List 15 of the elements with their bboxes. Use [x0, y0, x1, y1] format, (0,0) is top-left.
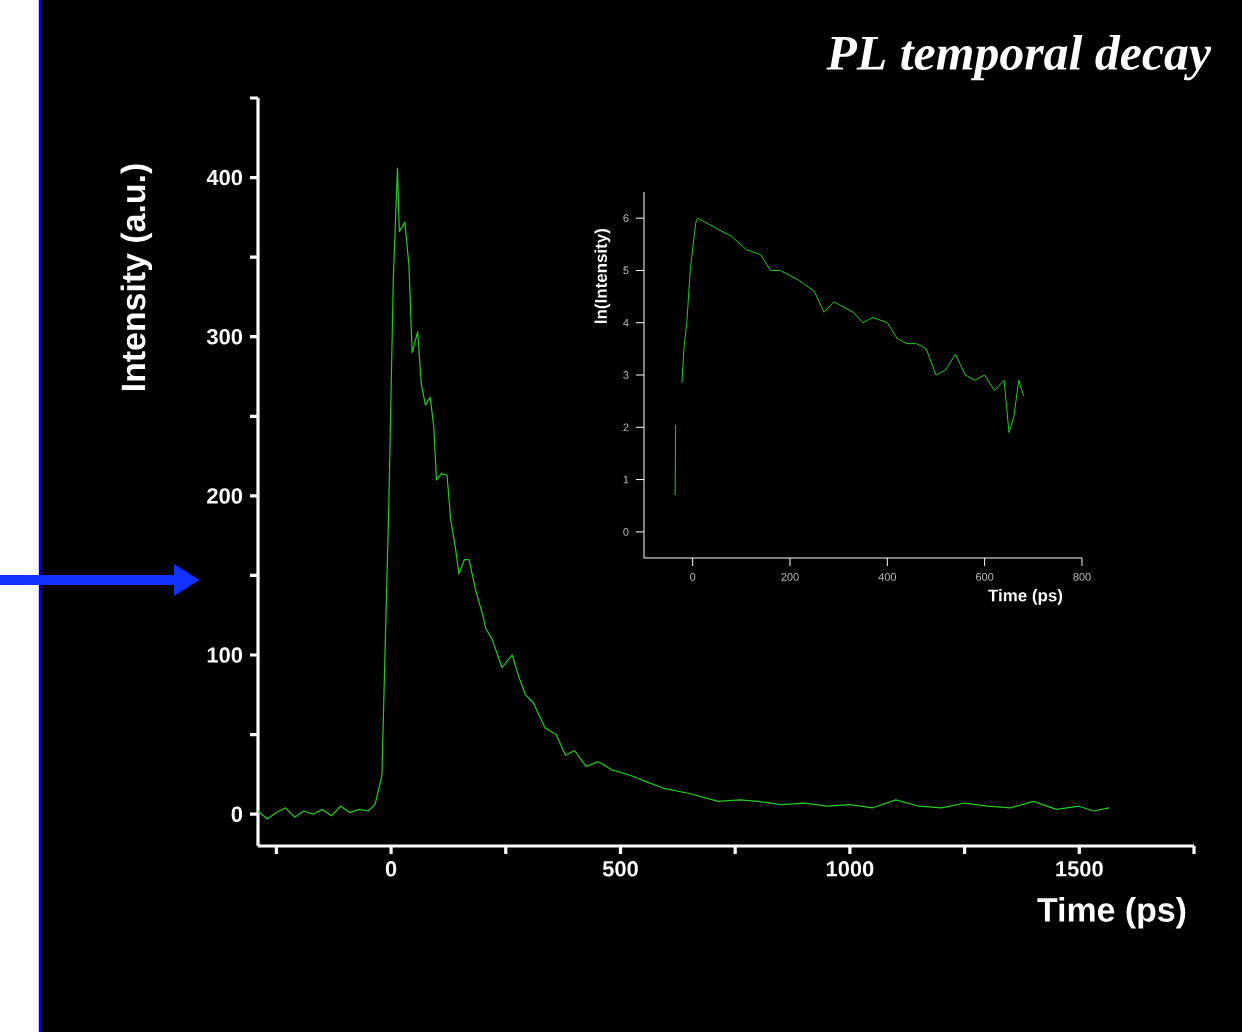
y-tick-label: 300: [206, 328, 243, 345]
y-axis-title: ln(Intensity): [594, 229, 611, 323]
y-tick-label: 100: [207, 647, 243, 663]
x-axis-title: Time (ps): [988, 589, 1063, 605]
y-tick-label: 0: [231, 806, 243, 822]
y-tick-label: 200: [207, 488, 243, 504]
line-series: [258, 167, 1110, 820]
y-tick-label: 400: [206, 169, 243, 186]
y-axis-title: Intensity (a.u.): [120, 164, 153, 391]
x-axis-title: Time (ps): [1037, 897, 1186, 929]
chart-title: PL temporal decay: [826, 35, 1212, 81]
x-tick-label: 1000: [826, 861, 874, 877]
x-tick-label: 0: [385, 861, 397, 877]
x-tick-label: 1500: [1056, 861, 1103, 877]
x-tick-label: 500: [602, 861, 638, 877]
